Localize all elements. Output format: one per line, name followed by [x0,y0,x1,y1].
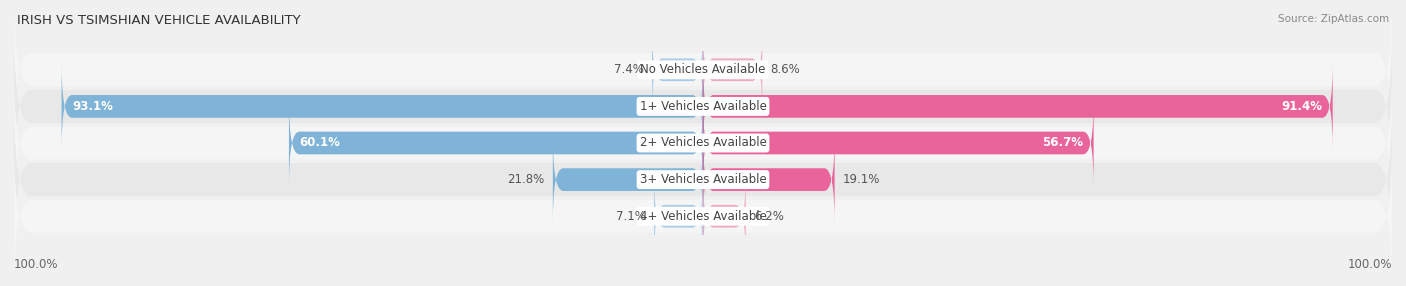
Text: 100.0%: 100.0% [14,258,59,271]
FancyBboxPatch shape [14,0,1392,145]
Text: 8.6%: 8.6% [770,63,800,76]
Text: 3+ Vehicles Available: 3+ Vehicles Available [640,173,766,186]
Text: 7.1%: 7.1% [616,210,645,223]
Text: No Vehicles Available: No Vehicles Available [640,63,766,76]
FancyBboxPatch shape [654,173,703,260]
FancyBboxPatch shape [62,63,703,150]
FancyBboxPatch shape [703,173,745,260]
Text: 1+ Vehicles Available: 1+ Vehicles Available [640,100,766,113]
Text: IRISH VS TSIMSHIAN VEHICLE AVAILABILITY: IRISH VS TSIMSHIAN VEHICLE AVAILABILITY [17,14,301,27]
FancyBboxPatch shape [703,136,835,223]
Text: 93.1%: 93.1% [72,100,112,113]
Text: 6.2%: 6.2% [754,210,785,223]
FancyBboxPatch shape [14,141,1392,286]
Text: 7.4%: 7.4% [614,63,644,76]
FancyBboxPatch shape [553,136,703,223]
Text: 19.1%: 19.1% [842,173,880,186]
FancyBboxPatch shape [14,68,1392,218]
FancyBboxPatch shape [652,26,703,113]
FancyBboxPatch shape [703,63,1333,150]
Text: 2+ Vehicles Available: 2+ Vehicles Available [640,136,766,150]
FancyBboxPatch shape [14,31,1392,181]
Text: Source: ZipAtlas.com: Source: ZipAtlas.com [1278,14,1389,24]
FancyBboxPatch shape [290,100,703,186]
Text: 21.8%: 21.8% [508,173,544,186]
Text: 100.0%: 100.0% [1347,258,1392,271]
FancyBboxPatch shape [14,105,1392,255]
FancyBboxPatch shape [703,100,1094,186]
Text: 91.4%: 91.4% [1281,100,1323,113]
Text: 60.1%: 60.1% [299,136,340,150]
Text: 4+ Vehicles Available: 4+ Vehicles Available [640,210,766,223]
Text: 56.7%: 56.7% [1042,136,1083,150]
FancyBboxPatch shape [703,26,762,113]
